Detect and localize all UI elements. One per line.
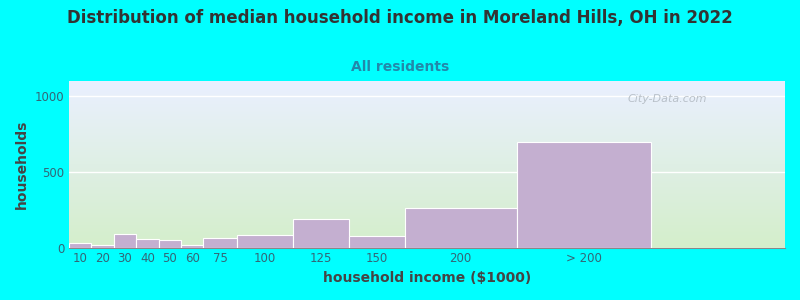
Text: City-Data.com: City-Data.com	[627, 94, 707, 104]
Bar	[237, 235, 293, 248]
Bar	[91, 244, 114, 247]
Bar	[69, 243, 91, 248]
X-axis label: household income ($1000): household income ($1000)	[323, 271, 531, 285]
Bar	[158, 240, 181, 247]
Bar	[203, 238, 237, 247]
Bar	[517, 142, 650, 248]
Text: Distribution of median household income in Moreland Hills, OH in 2022: Distribution of median household income …	[67, 9, 733, 27]
Bar	[405, 208, 517, 248]
Bar	[136, 239, 158, 247]
Text: All residents: All residents	[351, 60, 449, 74]
Bar	[293, 219, 349, 247]
Bar	[181, 245, 203, 247]
Bar	[114, 234, 136, 247]
Bar	[349, 236, 405, 248]
Y-axis label: households: households	[15, 120, 29, 209]
